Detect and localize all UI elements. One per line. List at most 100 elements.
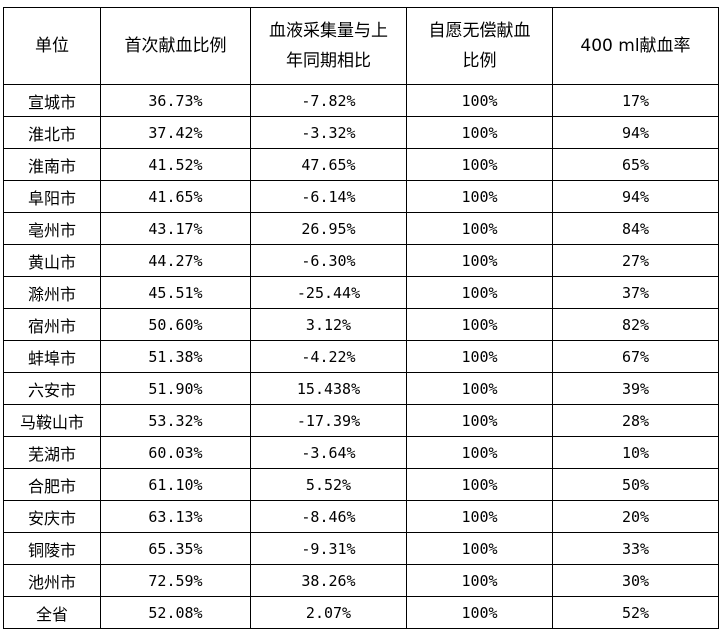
voluntary-ratio-cell: 100%: [406, 564, 553, 597]
unit-cell: 马鞍山市: [3, 404, 101, 437]
first-donation-ratio-cell: 60.03%: [100, 436, 251, 469]
voluntary-ratio-cell: 100%: [406, 372, 553, 405]
voluntary-ratio-header: 自愿无偿献血 比例: [406, 7, 553, 85]
table-row: 滁州市 45.51% -25.44% 100% 37%: [3, 276, 719, 309]
unit-cell: 合肥市: [3, 468, 101, 501]
collection-yoy-cell: 26.95%: [250, 212, 407, 245]
collection-yoy-header: 血液采集量与上 年同期相比: [250, 7, 407, 85]
voluntary-ratio-cell: 100%: [406, 468, 553, 501]
collection-yoy-cell: -3.32%: [250, 116, 407, 149]
first-donation-ratio-cell: 51.38%: [100, 340, 251, 373]
donation-400ml-rate-cell: 33%: [552, 532, 719, 565]
donation-400ml-rate-cell: 94%: [552, 180, 719, 213]
header-line: 血液采集量与上: [269, 21, 388, 41]
first-donation-ratio-cell: 43.17%: [100, 212, 251, 245]
voluntary-ratio-cell: 100%: [406, 308, 553, 341]
first-donation-ratio-cell: 51.90%: [100, 372, 251, 405]
voluntary-ratio-cell: 100%: [406, 276, 553, 309]
table-row: 铜陵市 65.35% -9.31% 100% 33%: [3, 532, 719, 565]
table-row: 淮北市 37.42% -3.32% 100% 94%: [3, 116, 719, 149]
unit-cell: 芜湖市: [3, 436, 101, 469]
unit-cell: 全省: [3, 596, 101, 629]
donation-400ml-rate-cell: 28%: [552, 404, 719, 437]
unit-cell: 池州市: [3, 564, 101, 597]
donation-400ml-rate-cell: 27%: [552, 244, 719, 277]
first-donation-ratio-cell: 41.52%: [100, 148, 251, 181]
collection-yoy-cell: 47.65%: [250, 148, 407, 181]
donation-400ml-rate-cell: 67%: [552, 340, 719, 373]
first-donation-ratio-cell: 50.60%: [100, 308, 251, 341]
voluntary-ratio-cell: 100%: [406, 212, 553, 245]
voluntary-ratio-cell: 100%: [406, 84, 553, 117]
unit-header: 单位: [3, 7, 101, 85]
header-line: 比例: [462, 51, 497, 71]
donation-400ml-rate-cell: 20%: [552, 500, 719, 533]
collection-yoy-cell: -8.46%: [250, 500, 407, 533]
collection-yoy-cell: 2.07%: [250, 596, 407, 629]
header-line: 自愿无偿献血: [428, 21, 531, 41]
unit-cell: 宿州市: [3, 308, 101, 341]
table-header-row: 单位 首次献血比例 血液采集量与上 年同期相比 自愿无偿献血 比例 400 ml献血率: [3, 7, 719, 85]
unit-cell: 铜陵市: [3, 532, 101, 565]
collection-yoy-cell: 3.12%: [250, 308, 407, 341]
voluntary-ratio-cell: 100%: [406, 244, 553, 277]
donation-400ml-rate-cell: 65%: [552, 148, 719, 181]
donation-400ml-rate-cell: 39%: [552, 372, 719, 405]
first-donation-ratio-cell: 65.35%: [100, 532, 251, 565]
unit-cell: 滁州市: [3, 276, 101, 309]
table-row: 亳州市 43.17% 26.95% 100% 84%: [3, 212, 719, 245]
collection-yoy-cell: -4.22%: [250, 340, 407, 373]
table-row: 马鞍山市 53.32% -17.39% 100% 28%: [3, 404, 719, 437]
unit-cell: 黄山市: [3, 244, 101, 277]
donation-400ml-rate-cell: 50%: [552, 468, 719, 501]
collection-yoy-cell: 15.438%: [250, 372, 407, 405]
unit-cell: 淮北市: [3, 116, 101, 149]
table-row: 六安市 51.90% 15.438% 100% 39%: [3, 372, 719, 405]
first-donation-ratio-cell: 37.42%: [100, 116, 251, 149]
table-row: 全省 52.08% 2.07% 100% 52%: [3, 596, 719, 629]
table-row: 宣城市 36.73% -7.82% 100% 17%: [3, 84, 719, 117]
donation-400ml-rate-cell: 10%: [552, 436, 719, 469]
unit-cell: 蚌埠市: [3, 340, 101, 373]
first-donation-ratio-cell: 36.73%: [100, 84, 251, 117]
collection-yoy-cell: -17.39%: [250, 404, 407, 437]
donation-400ml-rate-cell: 84%: [552, 212, 719, 245]
first-donation-ratio-cell: 52.08%: [100, 596, 251, 629]
table-row: 宿州市 50.60% 3.12% 100% 82%: [3, 308, 719, 341]
table-row: 蚌埠市 51.38% -4.22% 100% 67%: [3, 340, 719, 373]
unit-cell: 安庆市: [3, 500, 101, 533]
voluntary-ratio-cell: 100%: [406, 404, 553, 437]
first-donation-ratio-cell: 53.32%: [100, 404, 251, 437]
first-donation-ratio-cell: 41.65%: [100, 180, 251, 213]
unit-cell: 六安市: [3, 372, 101, 405]
voluntary-ratio-cell: 100%: [406, 436, 553, 469]
donation-400ml-rate-header: 400 ml献血率: [552, 7, 719, 85]
donation-400ml-rate-cell: 37%: [552, 276, 719, 309]
first-donation-ratio-cell: 63.13%: [100, 500, 251, 533]
blood-donation-table: 单位 首次献血比例 血液采集量与上 年同期相比 自愿无偿献血 比例 400 ml献血率 宣城…: [3, 7, 719, 629]
collection-yoy-cell: -25.44%: [250, 276, 407, 309]
header-line: 年同期相比: [286, 51, 371, 71]
first-donation-ratio-header: 首次献血比例: [100, 7, 251, 85]
collection-yoy-cell: 38.26%: [250, 564, 407, 597]
unit-cell: 宣城市: [3, 84, 101, 117]
collection-yoy-cell: -9.31%: [250, 532, 407, 565]
donation-400ml-rate-cell: 30%: [552, 564, 719, 597]
collection-yoy-cell: -7.82%: [250, 84, 407, 117]
donation-400ml-rate-cell: 94%: [552, 116, 719, 149]
voluntary-ratio-cell: 100%: [406, 596, 553, 629]
voluntary-ratio-cell: 100%: [406, 500, 553, 533]
header-line: 首次献血比例: [124, 36, 227, 56]
donation-400ml-rate-cell: 82%: [552, 308, 719, 341]
first-donation-ratio-cell: 44.27%: [100, 244, 251, 277]
collection-yoy-cell: -3.64%: [250, 436, 407, 469]
unit-cell: 阜阳市: [3, 180, 101, 213]
header-line: 单位: [35, 36, 69, 56]
first-donation-ratio-cell: 61.10%: [100, 468, 251, 501]
collection-yoy-cell: -6.30%: [250, 244, 407, 277]
voluntary-ratio-cell: 100%: [406, 148, 553, 181]
voluntary-ratio-cell: 100%: [406, 180, 553, 213]
table-body: 宣城市 36.73% -7.82% 100% 17% 淮北市 37.42% -3.32% 100…: [3, 84, 719, 629]
first-donation-ratio-cell: 72.59%: [100, 564, 251, 597]
